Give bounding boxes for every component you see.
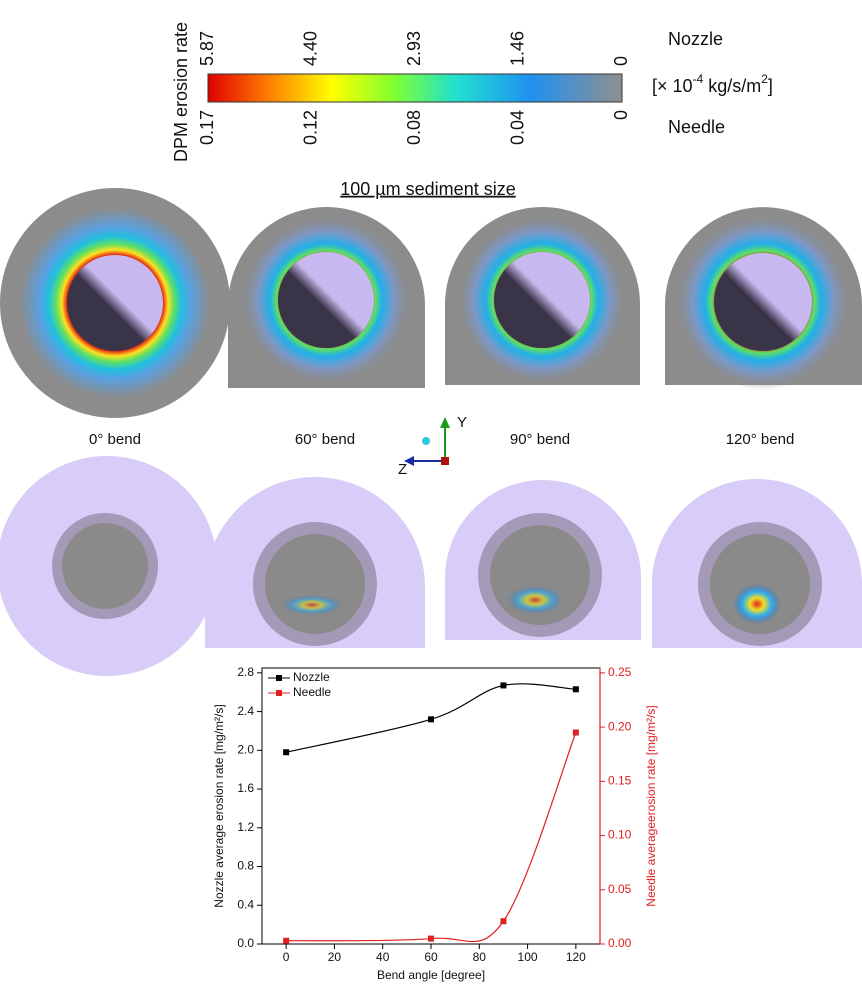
point [573, 686, 579, 692]
point [283, 749, 289, 755]
colorbar-tick-label: 0 [611, 56, 631, 66]
y-tick-label: 0.8 [237, 859, 254, 873]
unit: [× 10-4 kg/s/m2] [652, 72, 773, 96]
line-chart: 0 20 40 60 80 100 120 0.0 0.4 0.8 1.2 1.6 2.0 2.4 2.8 0… [212, 665, 658, 982]
legend-label: Needle [293, 685, 331, 699]
colorbar-tick-label: 0.08 [404, 110, 424, 145]
legend-marker [276, 675, 282, 681]
bend-label: 60° bend [295, 431, 355, 448]
colorbar [208, 74, 622, 102]
colorbar-tick-label: 0.04 [507, 110, 527, 145]
colorbar-tick-label: 5.87 [197, 31, 217, 66]
y-tick-label: 2.0 [237, 742, 254, 756]
point [500, 918, 506, 924]
nozzle-label: Nozzle [668, 29, 723, 49]
colorbar-tick-label: 0.12 [300, 110, 320, 145]
needle-label: Needle [668, 117, 725, 137]
y2-tick-label: 0.10 [608, 828, 632, 842]
unit-part: ] [768, 76, 773, 96]
colorbar-tick-label: 4.40 [300, 31, 320, 66]
series-line [286, 733, 576, 942]
unit-part: [× 10 [652, 76, 693, 96]
y2-tick-label: 0.15 [608, 773, 632, 787]
bend-label: 120° bend [726, 431, 795, 448]
x-tick-label: 20 [328, 950, 342, 964]
x-tick-label: 80 [473, 950, 487, 964]
y-axis-label: Nozzle average erosion rate [mg/m²/s] [212, 704, 226, 907]
x-tick-label: 40 [376, 950, 390, 964]
point [500, 682, 506, 688]
legend-marker [276, 690, 282, 696]
y-tick-label: 2.8 [237, 665, 254, 679]
colorbar-tick-label: 2.93 [404, 31, 424, 66]
axis-triad: Y Z [398, 414, 467, 478]
x-tick-label: 60 [424, 950, 438, 964]
colorbar-tick-label: 0.17 [197, 110, 217, 145]
contours-top [0, 188, 862, 418]
bend-label: 0° bend [89, 431, 141, 448]
y-tick-label: 1.2 [237, 820, 254, 834]
colorbar-tick-label: 0 [611, 110, 631, 120]
point [283, 938, 289, 944]
y-tick-label: 1.6 [237, 781, 254, 795]
figure: Y Z DPM erosion rate Nozzle [× 10-4 kg/s… [0, 0, 862, 989]
unit-part: -4 [693, 72, 704, 86]
plot-frame [262, 668, 600, 944]
y2-tick-label: 0.05 [608, 882, 632, 896]
y-tick-label: 0.4 [237, 897, 254, 911]
point [428, 716, 434, 722]
x-tick-label: 120 [566, 950, 586, 964]
legend-label: Nozzle [293, 670, 330, 684]
x-tick-label: 0 [283, 950, 290, 964]
x-axis-label: Bend angle [degree] [377, 968, 485, 982]
y2-tick-label: 0.00 [608, 936, 632, 950]
y2-tick-label: 0.20 [608, 719, 632, 733]
axis-label: Z [398, 461, 407, 478]
y2-tick-label: 0.25 [608, 665, 632, 679]
sediment-title: 100 µm sediment size [340, 179, 515, 199]
x-tick-label: 100 [518, 950, 538, 964]
colorbar-title: DPM erosion rate [171, 22, 191, 162]
axis-label: Y [457, 414, 467, 431]
y-tick-label: 2.4 [237, 704, 254, 718]
unit-part: kg/s/m [703, 76, 761, 96]
contours-bottom [0, 456, 862, 676]
y-tick-label: 0.0 [237, 936, 254, 950]
colorbar-tick-label: 1.46 [507, 31, 527, 66]
y2-axis-label: Needle averageerosion rate [mg/m²/s] [644, 705, 658, 906]
bend-label: 90° bend [510, 431, 570, 448]
point [573, 730, 579, 736]
point [428, 936, 434, 942]
